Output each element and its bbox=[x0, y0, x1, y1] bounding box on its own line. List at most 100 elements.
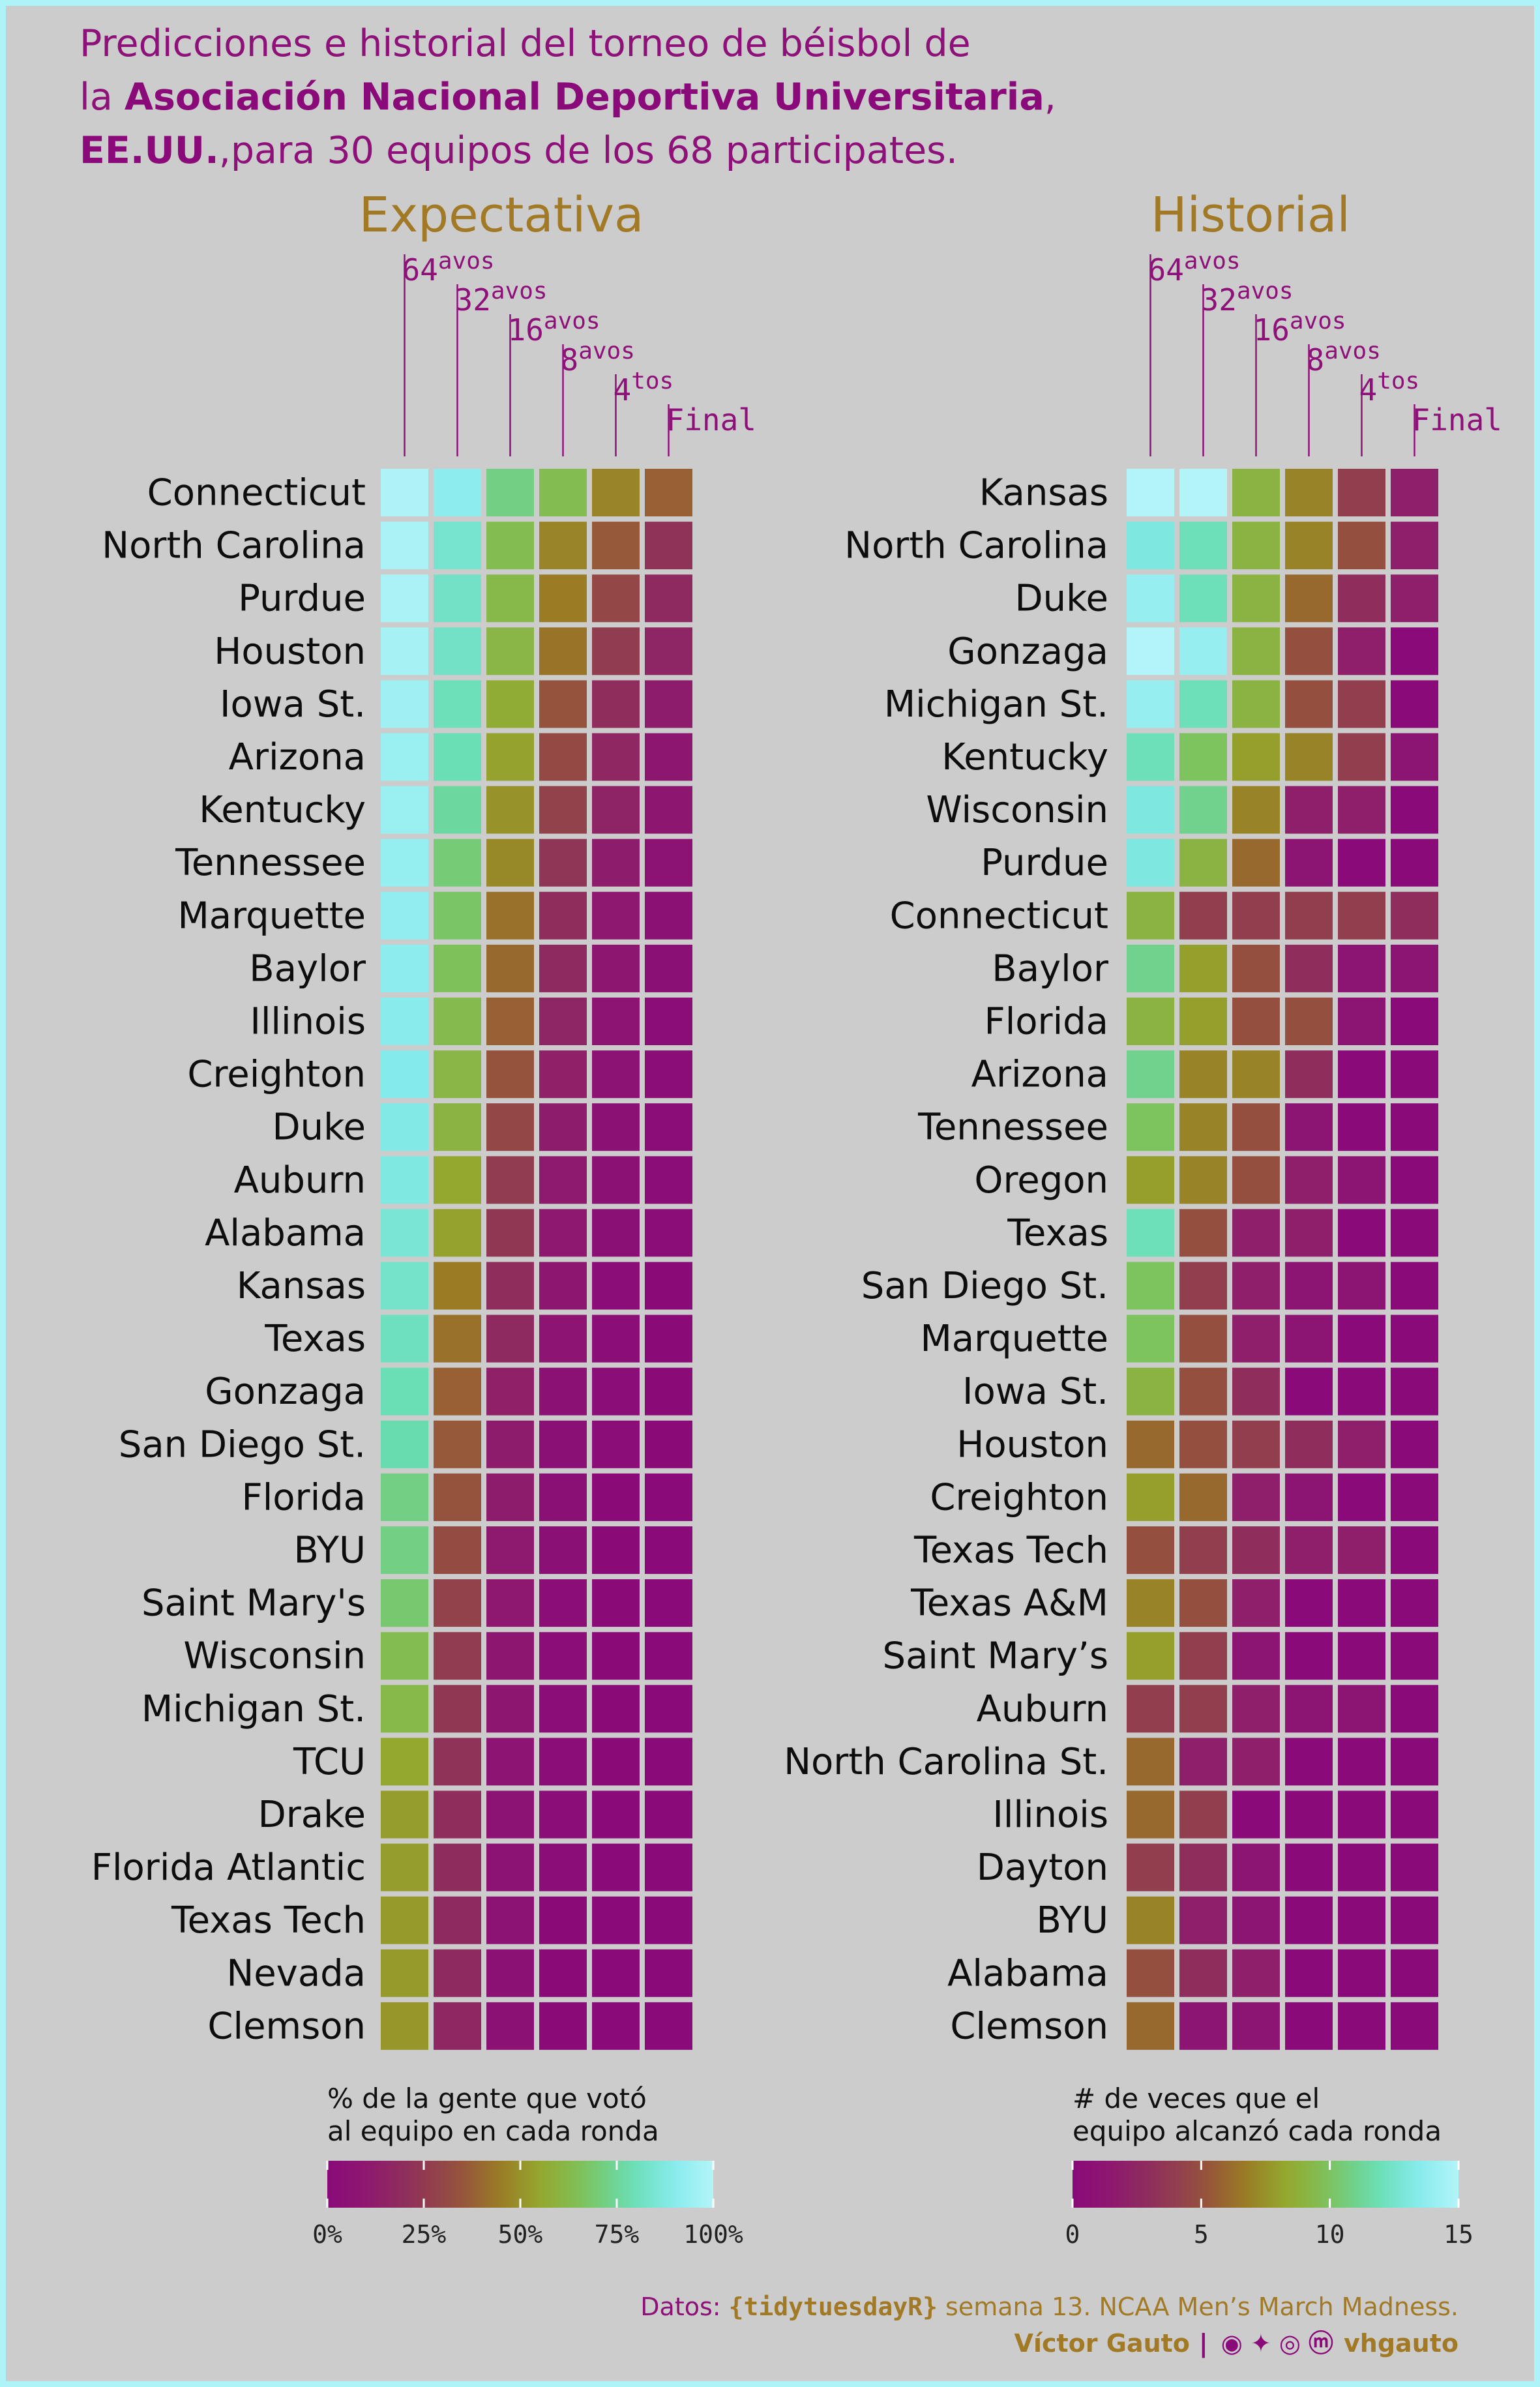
heatmap-cell bbox=[486, 1843, 534, 1891]
team-label: North Carolina bbox=[844, 525, 1108, 567]
heatmap-cell bbox=[1338, 1949, 1385, 1997]
team-label: Kentucky bbox=[199, 789, 366, 831]
heatmap-cell bbox=[539, 522, 587, 570]
round-label-sup: avos bbox=[1184, 248, 1241, 274]
legend-tick-label: 15 bbox=[1444, 2220, 1473, 2249]
heatmap-cell bbox=[645, 733, 692, 781]
heatmap-cell bbox=[1285, 1843, 1333, 1891]
heatmap-cell bbox=[381, 1473, 428, 1521]
team-label: Duke bbox=[273, 1106, 366, 1149]
heatmap-cell bbox=[1179, 1632, 1227, 1680]
legend-title-line2: equipo alcanzó cada ronda bbox=[1073, 2115, 1442, 2147]
heatmap-cell bbox=[1391, 1209, 1438, 1257]
heatmap-cell bbox=[1127, 469, 1174, 516]
heatmap-cell bbox=[1391, 1896, 1438, 1944]
team-label: Auburn bbox=[234, 1159, 366, 1202]
heatmap-cell bbox=[1285, 522, 1333, 570]
legend-tick-label: 0% bbox=[312, 2220, 342, 2249]
team-label: Purdue bbox=[981, 842, 1108, 884]
round-label: 8avos bbox=[1307, 338, 1381, 378]
team-label: Drake bbox=[258, 1794, 366, 1836]
heatmap-cell bbox=[1391, 522, 1438, 570]
heatmap-cell bbox=[1179, 998, 1227, 1045]
round-label: Final bbox=[666, 402, 756, 437]
heatmap-cell bbox=[1391, 891, 1438, 940]
heatmap-cell bbox=[1179, 1103, 1227, 1151]
heatmap-cell bbox=[1338, 1209, 1385, 1257]
heatmap-cell bbox=[381, 1896, 428, 1944]
team-label: Arizona bbox=[971, 1054, 1108, 1096]
heatmap-cell bbox=[434, 1156, 481, 1204]
legend-tick-label: 10 bbox=[1315, 2220, 1345, 2249]
legend-tick-label: 50% bbox=[498, 2220, 543, 2249]
heatmap-cell bbox=[592, 1738, 640, 1786]
instagram-icon[interactable]: ◎ bbox=[1279, 2329, 1301, 2358]
heatmap-cell bbox=[486, 1473, 534, 1521]
heatmap-cell bbox=[1285, 1262, 1333, 1310]
heatmap-cell bbox=[434, 733, 481, 781]
heatmap-cell bbox=[1179, 1896, 1227, 1944]
heatmap-cell bbox=[1391, 1262, 1438, 1310]
heatmap-cell bbox=[381, 1738, 428, 1786]
round-label-sup: avos bbox=[1324, 338, 1381, 364]
heatmap-cell bbox=[486, 1314, 534, 1363]
heatmap-cell bbox=[1232, 998, 1280, 1045]
heatmap-cell bbox=[1179, 944, 1227, 992]
github-icon[interactable]: ◉ bbox=[1221, 2329, 1243, 2358]
mastodon-icon[interactable]: ⓜ bbox=[1308, 2329, 1333, 2358]
heatmap-cell bbox=[592, 680, 640, 728]
heatmap-cell bbox=[1338, 891, 1385, 940]
heatmap-cell bbox=[434, 1420, 481, 1468]
heatmap-cell bbox=[1127, 627, 1174, 675]
heatmap-cell bbox=[381, 1103, 428, 1151]
heatmap-cell bbox=[539, 1103, 587, 1151]
heatmap-cell bbox=[1285, 1632, 1333, 1680]
heatmap-cell bbox=[539, 733, 587, 781]
heatmap-cell bbox=[1338, 1420, 1385, 1468]
heatmap-cell bbox=[1179, 1209, 1227, 1257]
heatmap-cell bbox=[539, 1156, 587, 1204]
legend-tick-label: 75% bbox=[595, 2220, 640, 2249]
heatmap-cell bbox=[1391, 838, 1438, 887]
heatmap-cell bbox=[1338, 1473, 1385, 1521]
heatmap-cell bbox=[434, 1738, 481, 1786]
heatmap-cell bbox=[1127, 1526, 1174, 1574]
heatmap-cell bbox=[1338, 1050, 1385, 1099]
heatmap-cell bbox=[539, 469, 587, 516]
round-label-sup: avos bbox=[491, 278, 548, 304]
heatmap-cell bbox=[1232, 1685, 1280, 1733]
twitter-icon[interactable]: ✦ bbox=[1250, 2329, 1271, 2358]
team-label: Tennessee bbox=[917, 1106, 1108, 1149]
title-line2-pre: la bbox=[80, 76, 125, 119]
heatmap-cell bbox=[381, 1685, 428, 1733]
heatmap-cell bbox=[381, 998, 428, 1045]
heatmap-cell bbox=[592, 891, 640, 940]
heatmap-cell bbox=[592, 1790, 640, 1839]
team-label: Michigan St. bbox=[884, 683, 1108, 726]
heatmap-cell bbox=[645, 944, 692, 992]
heatmap-cell bbox=[1127, 1367, 1174, 1416]
heatmap-cell bbox=[539, 944, 587, 992]
heatmap-cell bbox=[592, 1314, 640, 1363]
team-label: Nevada bbox=[226, 1952, 366, 1994]
heatmap-cell bbox=[539, 1896, 587, 1944]
round-label-base: 16 bbox=[1254, 312, 1290, 348]
heatmap-cell bbox=[1285, 1473, 1333, 1521]
heatmap-cell bbox=[1232, 891, 1280, 940]
heatmap-cell bbox=[1391, 1103, 1438, 1151]
heatmap-cell bbox=[486, 786, 534, 834]
title-line2-post: , bbox=[1044, 76, 1056, 119]
heatmap-cell bbox=[539, 1420, 587, 1468]
heatmap-cell bbox=[486, 838, 534, 887]
heatmap-cell bbox=[1179, 1367, 1227, 1416]
heatmap-cell bbox=[645, 1262, 692, 1310]
title-line1: Predicciones e historial del torneo de b… bbox=[80, 22, 971, 65]
heatmap-cell bbox=[1285, 944, 1333, 992]
heatmap-cell bbox=[645, 891, 692, 940]
heatmap-cell bbox=[1338, 1314, 1385, 1363]
heatmap-cell bbox=[645, 1843, 692, 1891]
heatmap-cell bbox=[1127, 1314, 1174, 1363]
heatmap-cell bbox=[1127, 1896, 1174, 1944]
round-label: 4tos bbox=[1359, 368, 1420, 408]
heatmap-cell bbox=[645, 1209, 692, 1257]
